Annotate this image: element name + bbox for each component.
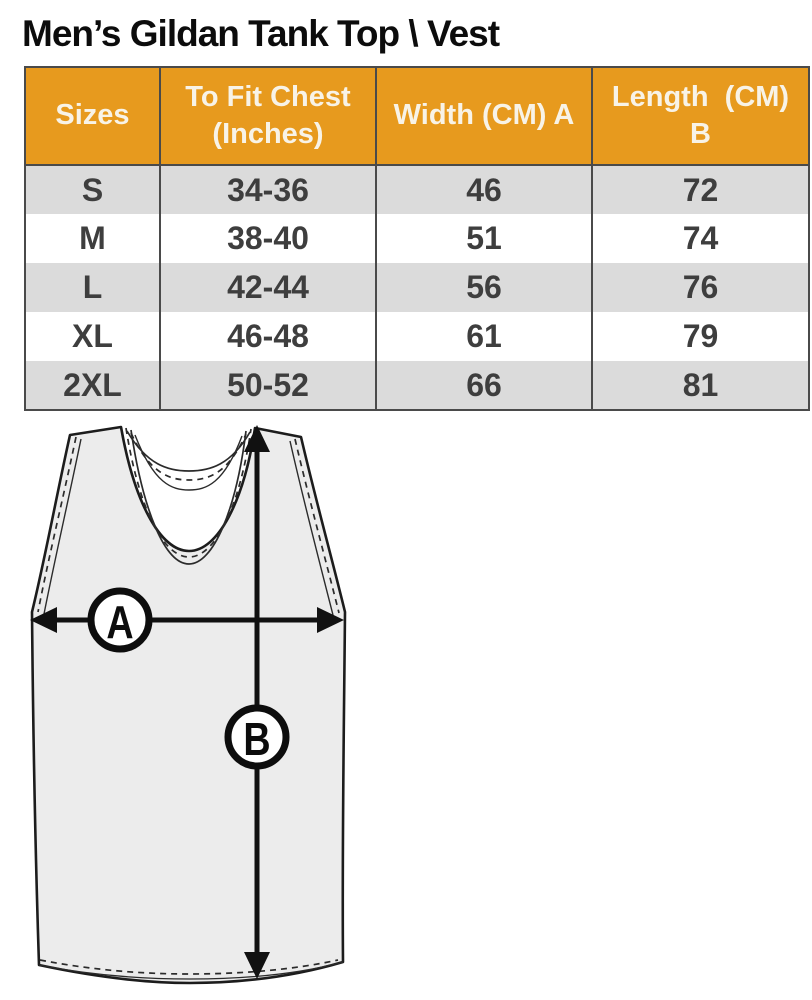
armhole-right-inner-edge [289, 440, 334, 616]
header-chest: To Fit Chest (Inches) [159, 67, 377, 166]
tank-top-diagram: A B [30, 425, 347, 985]
cell-width: 46 [375, 165, 593, 214]
back-neck-edge [126, 430, 251, 472]
cell-size: L [24, 263, 161, 312]
armhole-right-stitch [294, 438, 340, 614]
header-length-line2: B [690, 118, 711, 150]
cell-chest: 50-52 [159, 361, 377, 410]
cell-length: 81 [591, 361, 810, 410]
cell-chest: 42-44 [159, 263, 377, 312]
cell-length: 76 [591, 263, 810, 312]
page-title: Men’s Gildan Tank Top \ Vest [22, 13, 500, 54]
cell-chest: 46-48 [159, 312, 377, 361]
front-neck-inner-edge [130, 429, 247, 565]
cell-length: 74 [591, 214, 810, 263]
cell-size: XL [24, 312, 161, 361]
size-table-header: Sizes To Fit Chest (Inches) Width (CM) A… [24, 67, 810, 166]
size-table: Sizes To Fit Chest (Inches) Width (CM) A… [24, 66, 810, 411]
header-sizes-line1: Sizes [55, 99, 130, 132]
header-chest-line2: (Inches) [212, 118, 324, 150]
header-chest-line1: To Fit Chest [185, 80, 351, 113]
cell-length: 79 [591, 312, 810, 361]
cell-length: 72 [591, 165, 810, 214]
cell-width: 56 [375, 263, 593, 312]
header-width-line1: Width (CM) A [393, 99, 575, 132]
cell-width: 61 [375, 312, 593, 361]
width-label-badge: A [87, 587, 153, 653]
armhole-left-stitch [37, 436, 77, 613]
cell-size: M [24, 214, 161, 263]
hem-stitch [39, 959, 339, 975]
cell-size: S [24, 165, 161, 214]
length-label-letter: B [243, 713, 270, 764]
cell-chest: 34-36 [159, 165, 377, 214]
table-row-2xl: 2XL 50-52 66 81 [24, 361, 810, 410]
length-label-badge: B [224, 704, 290, 770]
armhole-left-inner-edge [43, 438, 82, 615]
size-table-body: S 34-36 46 72 M 38-40 51 74 L 42-44 56 7… [24, 165, 810, 410]
header-length: Length (CM) B [591, 67, 810, 166]
width-label-letter: A [106, 596, 133, 647]
table-row-l: L 42-44 56 76 [24, 263, 810, 312]
tank-body-outline [30, 425, 347, 985]
header-length-line1: Length (CM) [611, 80, 790, 113]
back-neck-stitch [130, 432, 247, 481]
cell-width: 51 [375, 214, 593, 263]
header-row: Sizes To Fit Chest (Inches) Width (CM) A… [24, 67, 810, 166]
table-row-xl: XL 46-48 61 79 [24, 312, 810, 361]
table-row-s: S 34-36 46 72 [24, 165, 810, 214]
length-arrow [244, 425, 270, 979]
table-row-m: M 38-40 51 74 [24, 214, 810, 263]
cell-size: 2XL [24, 361, 161, 410]
cell-chest: 38-40 [159, 214, 377, 263]
hem-fold-line [38, 961, 344, 980]
header-sizes: Sizes [24, 67, 161, 166]
cell-width: 66 [375, 361, 593, 410]
back-neck-inner-edge [134, 434, 243, 491]
header-width: Width (CM) A [375, 67, 593, 166]
